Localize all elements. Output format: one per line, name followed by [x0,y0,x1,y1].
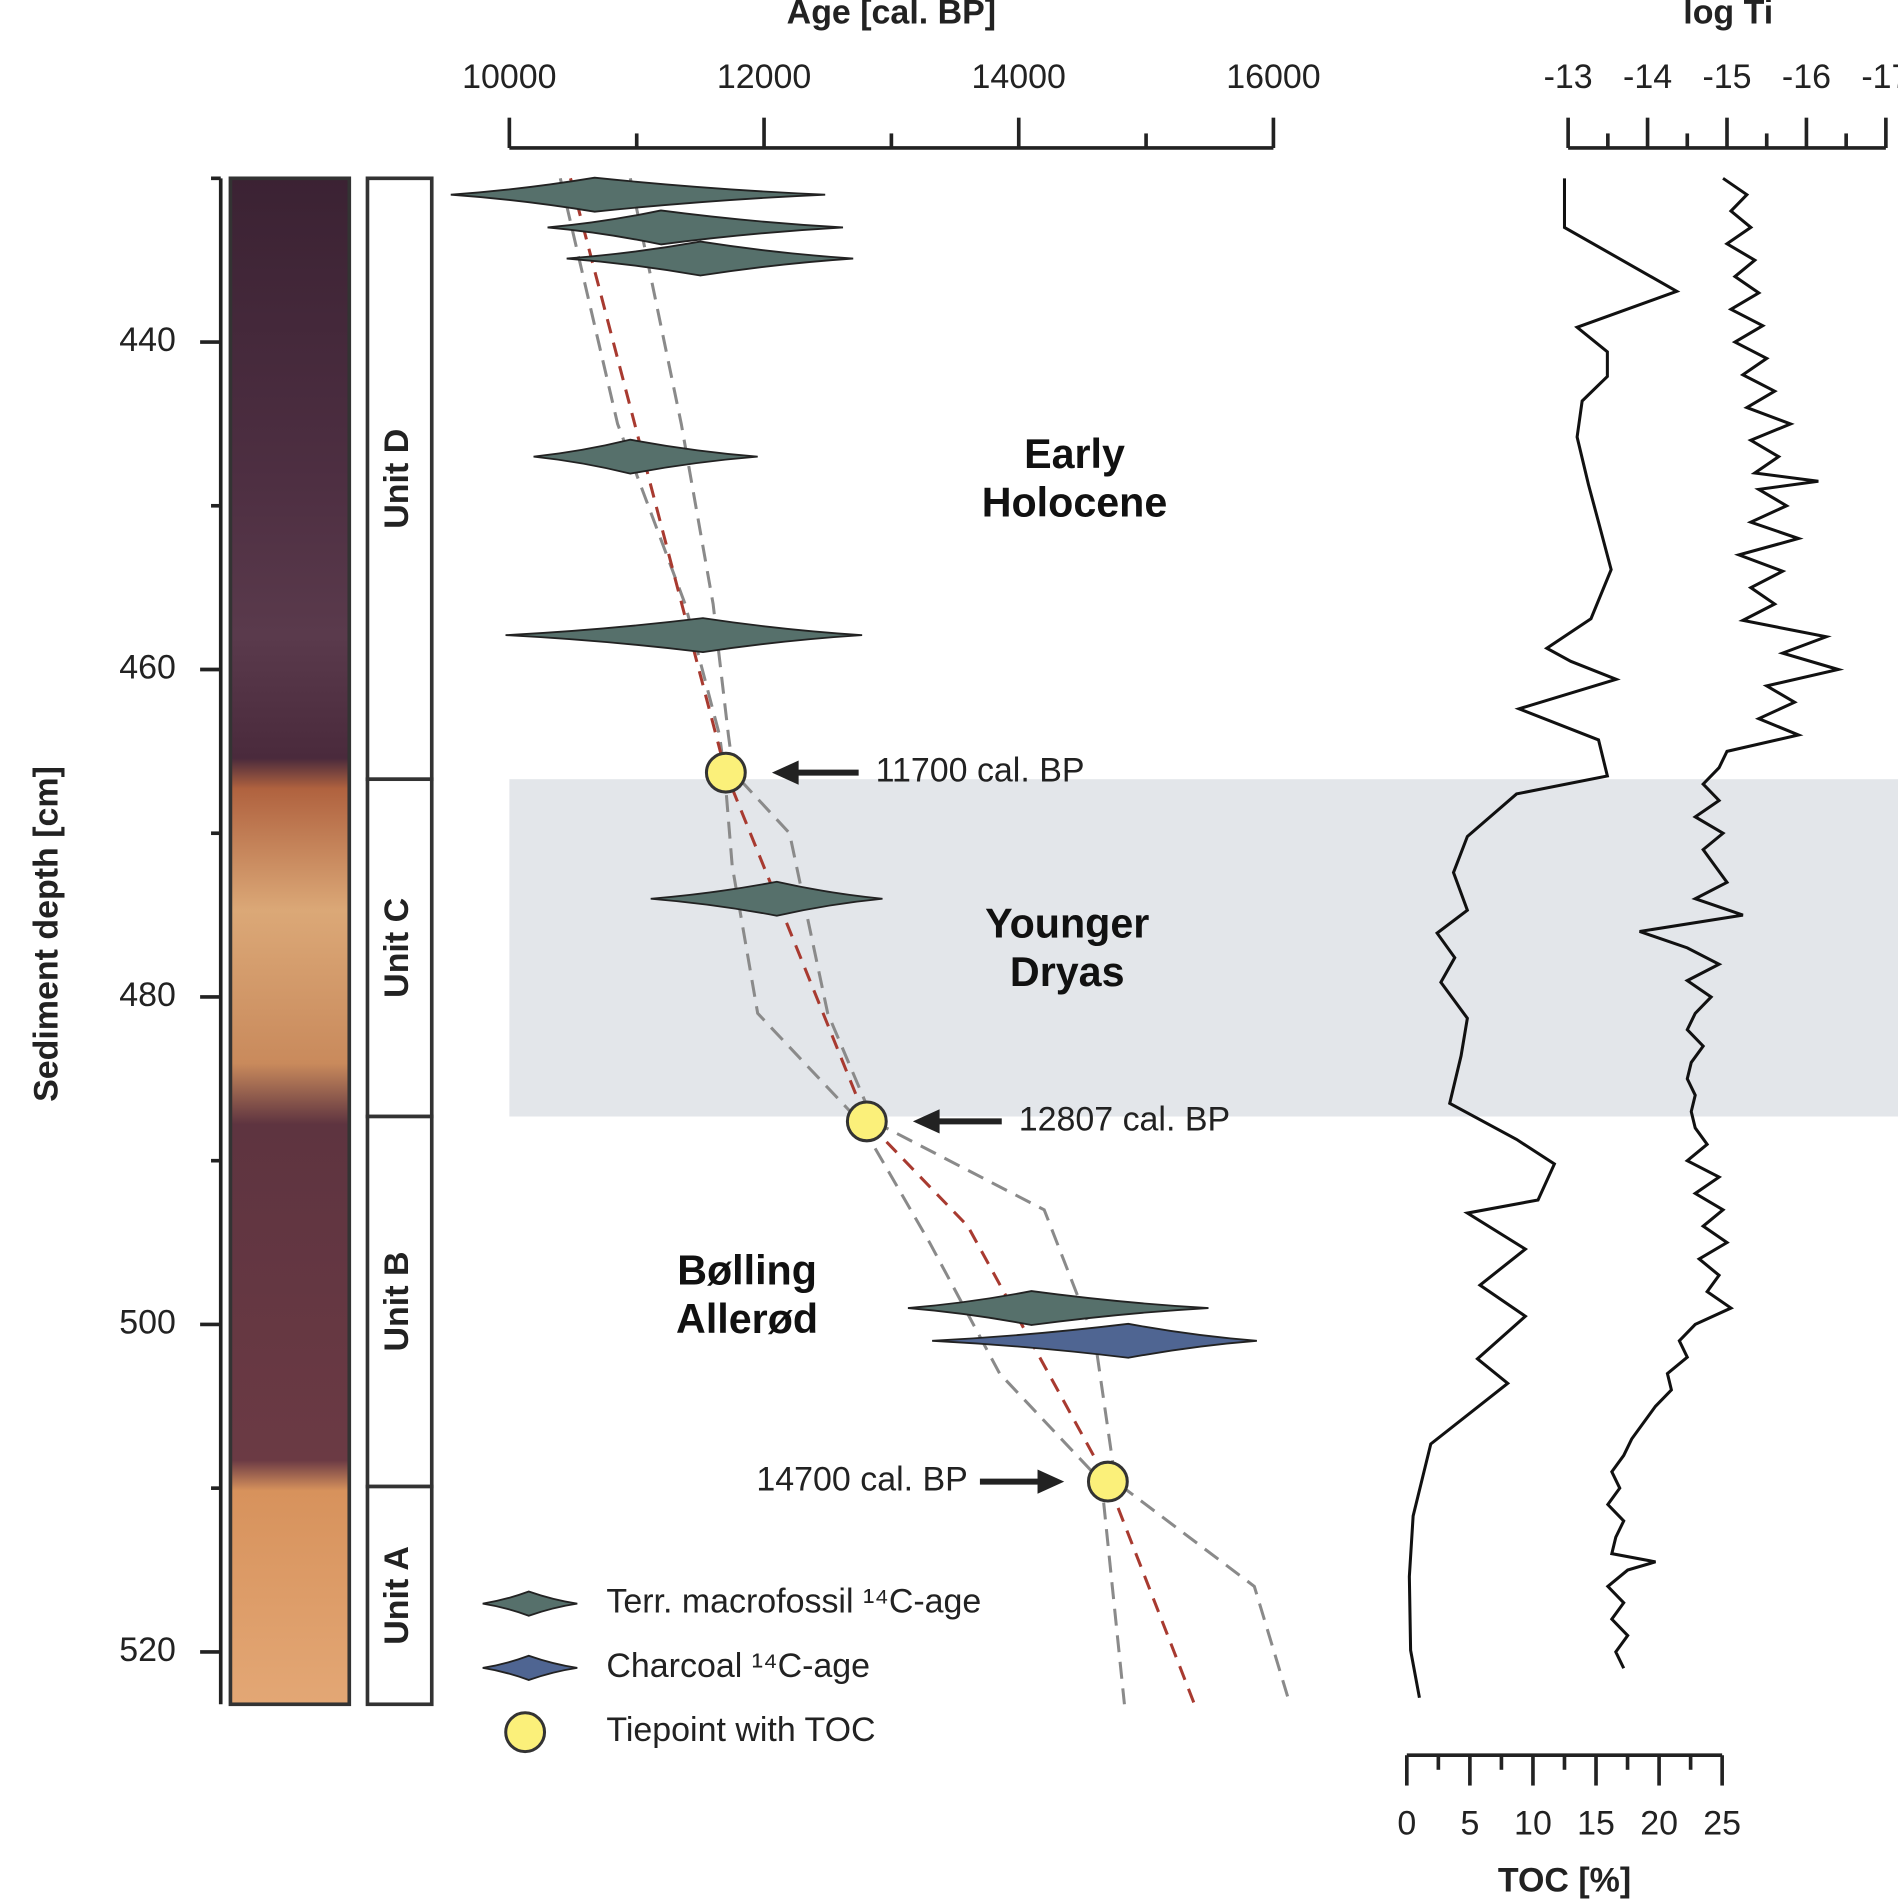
figure: Age [cal. BP] log Ti TOC [%] Sediment de… [0,0,1898,1902]
age-distribution [908,1291,1209,1325]
x-tick-label: 16000 [1226,58,1320,96]
tiepoint [847,1102,886,1141]
age-distribution [548,210,843,244]
x-tick-label: 14000 [972,58,1066,96]
y-tick-label: 520 [119,1631,176,1669]
period-label-box: Younger Dryas [934,900,1201,1009]
period-label: Early Holocene [941,431,1208,528]
tiepoint-label: 14700 cal. BP [756,1461,967,1499]
ti-axis-title: log Ti [1683,0,1773,32]
legend-label: Charcoal ¹⁴C-age [606,1647,870,1685]
x-tick-label: 10 [1514,1805,1552,1843]
page: {"chart_data": [ {"type": "age-depth", "… [0,0,1898,1902]
y-tick-label: 460 [119,648,176,686]
legend-swatch [506,1713,545,1752]
x-tick-label: 12000 [717,58,811,96]
legend-label: Tiepoint with TOC [606,1711,875,1749]
y-tick-label: 500 [119,1303,176,1341]
age-distribution [534,440,758,474]
core-photo [230,178,349,1704]
x-tick-label: 20 [1640,1805,1678,1843]
x-tick-label: 5 [1460,1805,1479,1843]
age-distribution [506,618,863,652]
period-label-box: Early Holocene [941,431,1208,540]
legend-swatch [483,1656,578,1680]
x-tick-label: 25 [1703,1805,1741,1843]
tiepoint [706,753,745,792]
period-label: Bølling Allerød [614,1247,881,1344]
x-tick-label: 10000 [462,58,556,96]
age-distribution [567,242,854,276]
tiepoint-label: 12807 cal. BP [1019,1100,1230,1138]
x-tick-label: 0 [1397,1805,1416,1843]
unit-label: Unit C [378,898,416,998]
legend-swatch [483,1591,578,1615]
arrow-head [1038,1469,1065,1493]
age-distribution [932,1324,1257,1358]
period-label: Younger Dryas [934,900,1201,997]
x-tick-label: -13 [1544,58,1593,96]
x-tick-label: 15 [1577,1805,1615,1843]
x-tick-label: -14 [1623,58,1672,96]
tiepoint-label: 11700 cal. BP [876,752,1085,790]
unit-label: Unit B [378,1252,416,1352]
legend-label: Terr. macrofossil ¹⁴C-age [606,1583,981,1621]
age-distribution [451,178,825,212]
x-tick-label: -17 [1861,58,1898,96]
tiepoint [1088,1462,1127,1501]
unit-label: Unit A [378,1546,416,1645]
unit-label: Unit D [378,429,416,529]
y-tick-label: 440 [119,321,176,359]
period-label-box: Bølling Allerød [614,1247,881,1356]
depth-axis-title: Sediment depth [cm] [27,766,65,1102]
age-axis-title: Age [cal. BP] [787,0,996,32]
toc-axis-title: TOC [%] [1498,1862,1631,1900]
y-tick-label: 480 [119,976,176,1014]
x-tick-label: -16 [1782,58,1831,96]
x-tick-label: -15 [1702,58,1751,96]
